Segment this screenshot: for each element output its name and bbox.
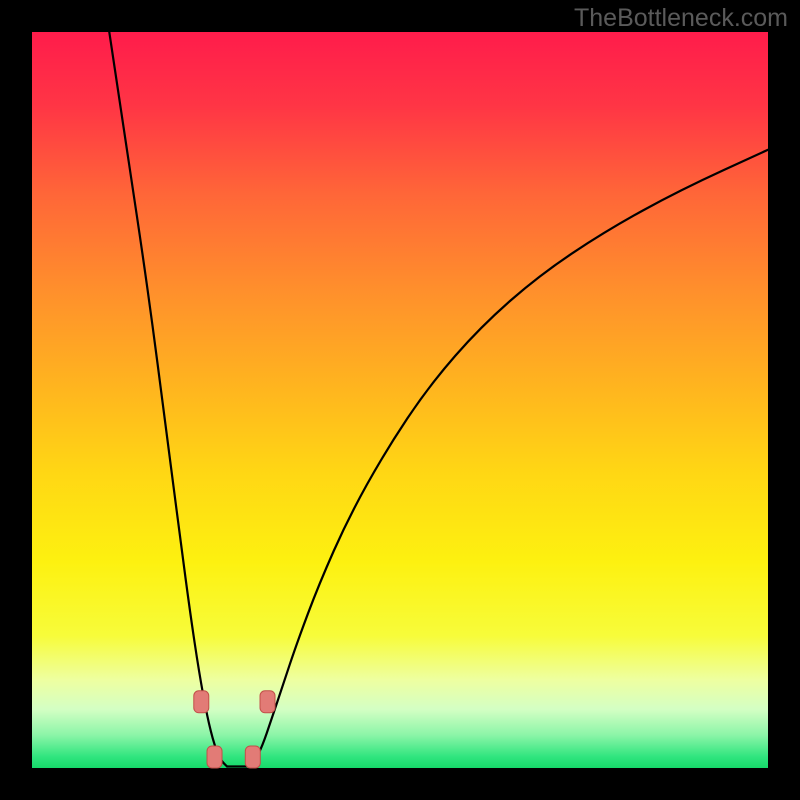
plot-background [32, 32, 768, 768]
chart-canvas: TheBottleneck.com [0, 0, 800, 800]
curve-marker [260, 691, 275, 713]
watermark-text: TheBottleneck.com [574, 4, 788, 33]
curve-marker [194, 691, 209, 713]
chart-svg [0, 0, 800, 800]
curve-marker [245, 746, 260, 768]
curve-marker [207, 746, 222, 768]
